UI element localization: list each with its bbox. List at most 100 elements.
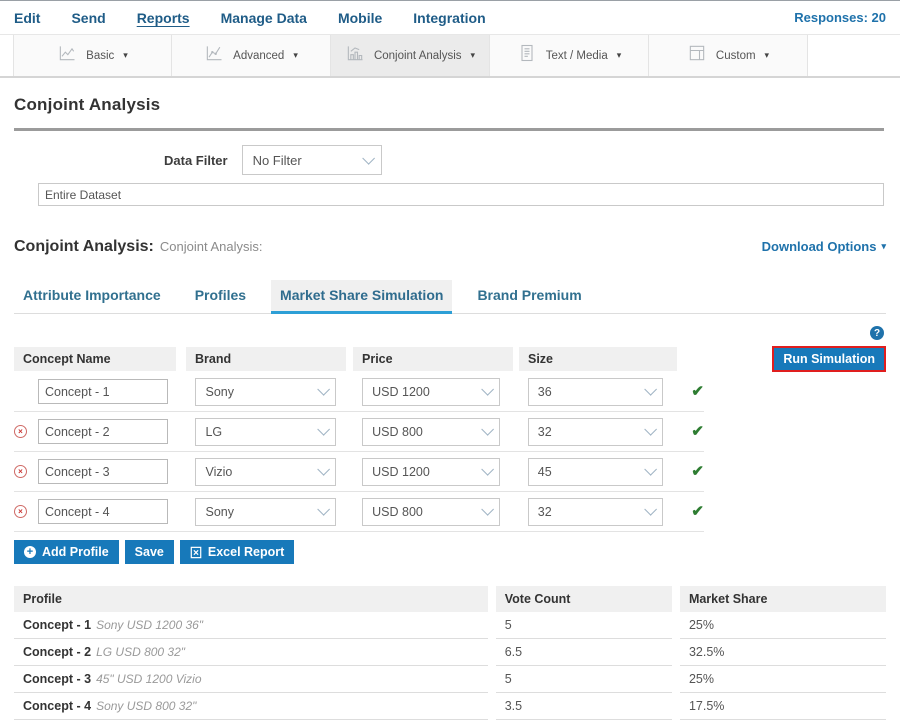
result-row: Concept - 4 Sony USD 800 32" 3.5 17.5% <box>14 693 886 720</box>
concept-name-cell: × <box>14 459 185 484</box>
concept-row: × Vizio USD 1200 45 ✔ <box>14 452 704 492</box>
concept-name-input[interactable] <box>38 499 168 524</box>
profile-description: 45" USD 1200 Vizio <box>96 672 202 686</box>
responses-count[interactable]: Responses: 20 <box>794 10 886 25</box>
vote-count-value: 5 <box>495 612 672 639</box>
chevron-down-icon <box>644 503 658 516</box>
market-share-value: 32.5% <box>679 639 886 666</box>
brand-value: Sony <box>205 504 234 519</box>
concept-row: × LG USD 800 32 ✔ <box>14 412 704 452</box>
chevron-down-icon <box>481 423 494 436</box>
report-toolbar: Basic ▾ Advanced ▾ Conjoint Analysis ▾ T… <box>0 34 900 78</box>
concept-name-cell <box>14 379 185 404</box>
help-icon[interactable]: ? <box>870 326 884 340</box>
nav-item-integration[interactable]: Integration <box>413 9 486 26</box>
column-header-concept-name: Concept Name <box>14 347 176 371</box>
tab-market-share-simulation[interactable]: Market Share Simulation <box>271 280 453 314</box>
column-header-price: Price <box>353 347 513 371</box>
toolbar-item-conjoint-analysis[interactable]: Conjoint Analysis ▾ <box>331 35 490 76</box>
results-table: Profile Vote Count Market Share Concept … <box>14 586 886 720</box>
toolbar-item-label: Advanced <box>233 49 285 62</box>
concept-name-input[interactable] <box>38 379 168 404</box>
line-chart-icon <box>57 43 77 68</box>
chevron-down-icon <box>644 463 658 476</box>
save-button[interactable]: Save <box>124 540 174 564</box>
size-dropdown[interactable]: 45 <box>527 457 664 486</box>
results-header-row: Profile Vote Count Market Share <box>14 586 886 612</box>
simulator-table: Concept Name Brand Price Size Run Simula… <box>14 346 886 564</box>
toolbar-item-text-media[interactable]: Text / Media ▾ <box>490 35 649 76</box>
price-dropdown[interactable]: USD 800 <box>362 417 500 446</box>
chevron-down-icon <box>481 383 494 396</box>
column-header-size: Size <box>519 347 677 371</box>
size-value: 32 <box>537 504 552 519</box>
toolbar-item-label: Text / Media <box>545 49 608 62</box>
toolbar-item-advanced[interactable]: Advanced ▾ <box>172 35 331 76</box>
chevron-down-icon <box>644 423 658 436</box>
delete-concept-icon[interactable]: × <box>14 425 27 438</box>
layout-icon <box>687 43 707 68</box>
chevron-down-icon <box>317 503 331 516</box>
size-dropdown[interactable]: 32 <box>527 497 664 526</box>
nav-item-reports[interactable]: Reports <box>136 9 190 26</box>
result-row: Concept - 2 LG USD 800 32" 6.5 32.5% <box>14 639 886 666</box>
profile-name: Concept - 3 <box>23 672 92 686</box>
profile-name: Concept - 4 <box>23 699 92 713</box>
dataset-input[interactable] <box>38 183 884 206</box>
valid-check-icon: ✔ <box>691 503 704 520</box>
brand-dropdown[interactable]: Sony <box>195 377 337 406</box>
data-filter-label: Data Filter <box>164 152 228 168</box>
data-filter-dropdown[interactable]: No Filter <box>241 145 382 175</box>
excel-report-button[interactable]: Excel Report <box>179 540 295 564</box>
toolbar-item-basic[interactable]: Basic ▾ <box>13 35 172 76</box>
delete-concept-icon[interactable]: × <box>14 465 27 478</box>
toolbar-item-label: Custom <box>715 49 756 62</box>
size-dropdown[interactable]: 32 <box>527 417 664 446</box>
nav-item-edit[interactable]: Edit <box>14 9 41 26</box>
chevron-down-icon <box>644 383 658 396</box>
chevron-down-icon <box>317 383 331 396</box>
valid-check-icon: ✔ <box>691 463 704 480</box>
tab-attribute-importance[interactable]: Attribute Importance <box>23 287 161 303</box>
scatter-chart-icon <box>204 43 224 68</box>
brand-dropdown[interactable]: Sony <box>195 497 337 526</box>
delete-concept-icon[interactable]: × <box>14 505 27 518</box>
toolbar-item-label: Conjoint Analysis <box>373 49 462 62</box>
price-dropdown[interactable]: USD 1200 <box>362 457 500 486</box>
nav-item-mobile[interactable]: Mobile <box>337 9 383 26</box>
brand-value: Sony <box>205 384 234 399</box>
tab-profiles[interactable]: Profiles <box>194 287 247 303</box>
tab-brand-premium[interactable]: Brand Premium <box>477 287 582 303</box>
run-simulation-button[interactable]: Run Simulation <box>772 346 886 372</box>
market-share-value: 25% <box>679 612 886 639</box>
document-icon <box>517 43 537 68</box>
price-dropdown[interactable]: USD 1200 <box>362 377 500 406</box>
column-header-profile: Profile <box>14 586 488 612</box>
add-profile-button[interactable]: + Add Profile <box>14 540 119 564</box>
download-options-button[interactable]: Download Options ▾ <box>762 239 886 254</box>
column-header-market-share: Market Share <box>679 586 886 612</box>
data-filter-row: Data Filter No Filter <box>14 145 886 175</box>
brand-dropdown[interactable]: Vizio <box>195 457 337 486</box>
caret-down-icon: ▾ <box>881 241 886 251</box>
vote-count-value: 3.5 <box>495 693 672 720</box>
nav-item-manage-data[interactable]: Manage Data <box>220 9 307 26</box>
nav-links: Edit Send Reports Manage Data Mobile Int… <box>14 10 486 26</box>
caret-down-icon: ▾ <box>616 50 622 60</box>
size-dropdown[interactable]: 36 <box>527 377 664 406</box>
concept-name-input[interactable] <box>38 419 168 444</box>
price-dropdown[interactable]: USD 800 <box>362 497 500 526</box>
download-options-label: Download Options <box>761 239 877 254</box>
brand-value: Vizio <box>205 464 233 479</box>
concept-name-input[interactable] <box>38 459 168 484</box>
profile-description: Sony USD 800 32" <box>96 699 197 713</box>
toolbar-item-custom[interactable]: Custom ▾ <box>649 35 808 76</box>
nav-item-send[interactable]: Send <box>71 9 106 26</box>
excel-report-label: Excel Report <box>207 545 285 559</box>
brand-dropdown[interactable]: LG <box>195 417 337 446</box>
size-value: 32 <box>537 424 552 439</box>
size-value: 36 <box>537 384 552 399</box>
simulator-header-row: Concept Name Brand Price Size Run Simula… <box>14 346 886 372</box>
concept-name-cell: × <box>14 499 185 524</box>
profile-description: LG USD 800 32" <box>96 645 186 659</box>
